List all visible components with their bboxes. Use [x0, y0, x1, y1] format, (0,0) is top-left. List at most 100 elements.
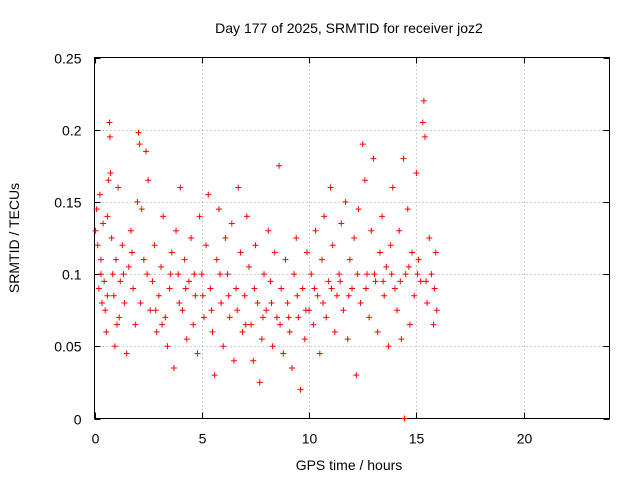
data-point	[328, 285, 335, 292]
data-point	[361, 177, 368, 184]
data-point	[105, 177, 112, 184]
data-point	[288, 364, 295, 371]
data-points	[92, 97, 440, 422]
data-point	[158, 263, 165, 270]
data-point	[207, 285, 214, 292]
data-point	[252, 242, 259, 249]
y-tick-label: 0.2	[62, 123, 82, 139]
data-point	[97, 271, 104, 278]
data-point	[337, 278, 344, 285]
data-point	[235, 184, 242, 191]
data-point	[111, 343, 118, 350]
data-point	[130, 285, 137, 292]
data-point	[321, 213, 328, 220]
data-point	[417, 278, 424, 285]
data-point	[285, 314, 292, 321]
data-point	[192, 292, 199, 299]
data-point	[102, 307, 109, 314]
data-point	[222, 235, 229, 241]
data-point	[209, 328, 216, 335]
data-point	[371, 271, 378, 278]
data-point	[376, 249, 383, 256]
data-point	[254, 299, 261, 306]
data-point	[132, 321, 139, 328]
data-point	[426, 235, 433, 241]
data-point	[177, 184, 184, 191]
data-point	[208, 307, 215, 314]
data-point	[261, 271, 268, 278]
data-point	[325, 278, 332, 285]
data-point	[405, 263, 412, 270]
data-point	[311, 285, 318, 292]
data-point	[282, 256, 289, 263]
data-point	[121, 299, 128, 306]
data-point	[368, 227, 375, 234]
data-point	[234, 307, 241, 314]
data-point	[344, 336, 351, 343]
data-point	[355, 206, 362, 213]
data-point	[338, 220, 345, 227]
y-tick-label: 0.05	[54, 339, 81, 355]
data-point	[312, 227, 319, 234]
data-point	[100, 220, 107, 227]
data-point	[218, 299, 225, 306]
data-point	[93, 206, 100, 213]
data-point	[95, 285, 102, 292]
x-tick-label: 10	[302, 431, 318, 447]
data-point	[432, 249, 439, 256]
data-point	[409, 249, 416, 256]
data-point	[268, 299, 275, 306]
data-point	[96, 191, 103, 198]
data-point	[211, 372, 218, 379]
data-point	[259, 314, 266, 321]
data-point	[136, 141, 143, 148]
data-point	[349, 285, 355, 292]
data-point	[362, 285, 369, 292]
data-point	[159, 321, 166, 328]
data-point	[401, 415, 408, 422]
data-point	[241, 292, 248, 299]
data-point	[181, 256, 188, 263]
data-point	[397, 278, 404, 285]
data-point	[250, 357, 257, 364]
data-point	[271, 249, 278, 256]
data-point	[117, 278, 124, 285]
data-point	[353, 372, 360, 379]
data-point	[190, 321, 197, 328]
data-point	[420, 97, 427, 104]
data-point	[242, 321, 249, 328]
data-point	[106, 119, 113, 126]
data-point	[389, 184, 396, 191]
data-point	[225, 292, 232, 299]
data-point	[248, 321, 255, 328]
data-point	[428, 271, 435, 278]
data-point	[329, 242, 336, 249]
data-point	[109, 271, 116, 278]
data-point	[114, 321, 121, 328]
data-point	[345, 292, 352, 299]
data-point	[421, 133, 428, 140]
data-point	[267, 278, 274, 285]
data-point	[297, 386, 304, 393]
data-point	[372, 278, 379, 285]
data-point	[99, 299, 106, 306]
data-point	[108, 235, 115, 241]
data-point	[388, 271, 395, 278]
data-point	[294, 292, 301, 299]
data-point	[431, 285, 438, 292]
data-point	[284, 299, 291, 306]
data-point	[320, 299, 327, 306]
data-point	[213, 256, 220, 263]
data-point	[308, 271, 315, 278]
data-point	[237, 249, 244, 256]
data-point	[419, 119, 426, 126]
data-point	[383, 263, 390, 270]
data-point	[110, 292, 117, 299]
y-tick-label: 0.15	[54, 195, 81, 211]
data-point	[359, 141, 366, 148]
data-point	[286, 328, 293, 335]
x-tick-label: 15	[409, 431, 425, 447]
data-point	[314, 292, 321, 299]
data-point	[391, 285, 398, 292]
